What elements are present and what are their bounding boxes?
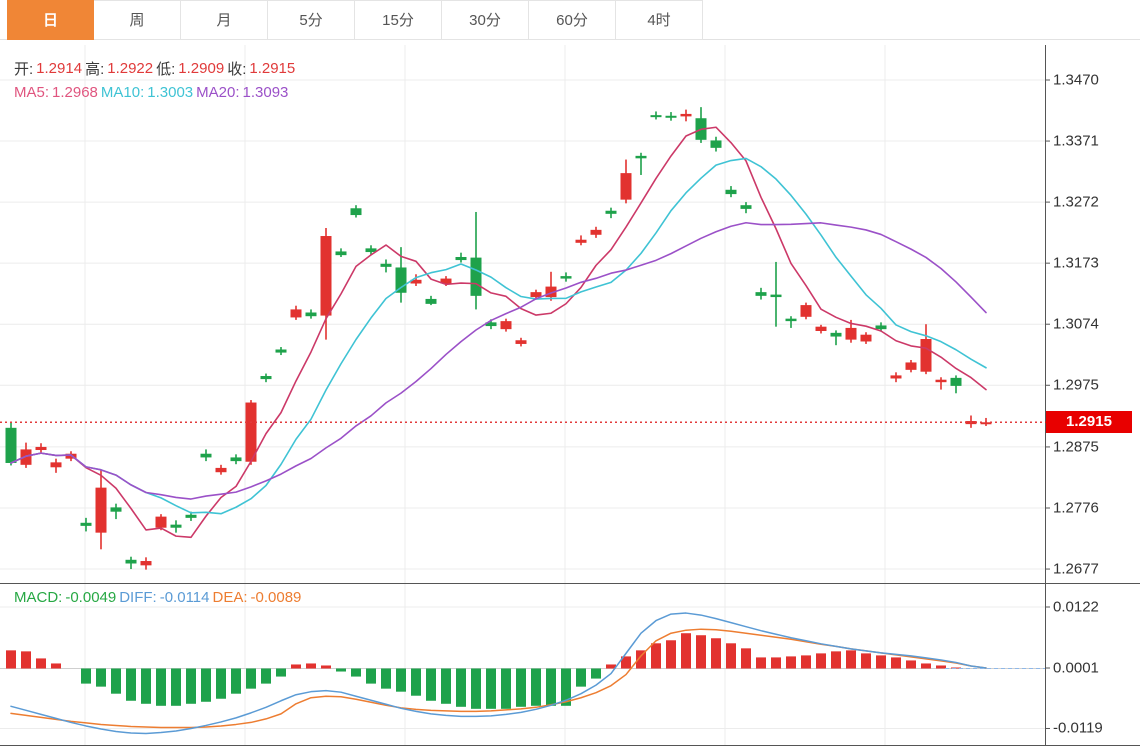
macd-label: MACD: bbox=[14, 589, 63, 606]
close-label: 收: bbox=[227, 61, 247, 78]
tab-30min[interactable]: 30分 bbox=[442, 0, 529, 40]
ma20-value: 1.3093 bbox=[242, 84, 289, 101]
ma20-label: MA20: bbox=[196, 84, 240, 101]
price-axis-label: -0.0119 bbox=[1053, 719, 1103, 737]
open-label: 开: bbox=[14, 61, 34, 78]
tab-month[interactable]: 月 bbox=[181, 0, 268, 40]
price-axis-label: 1.3074 bbox=[1053, 315, 1099, 333]
diff-label: DIFF: bbox=[119, 589, 157, 606]
low-label: 低: bbox=[156, 61, 176, 78]
macd-header: MACD: -0.0049 DIFF: -0.0114 DEA: -0.0089 bbox=[14, 589, 304, 606]
diff-value: -0.0114 bbox=[159, 589, 210, 606]
interval-tab-bar: 日周月 5分 15分 30分 60分 4时 bbox=[0, 0, 1140, 40]
ma5-value: 1.2968 bbox=[52, 84, 98, 101]
ma5-label: MA5: bbox=[14, 84, 50, 101]
tab-day[interactable]: 日 bbox=[7, 0, 94, 40]
price-axis-label: 1.2677 bbox=[1053, 560, 1099, 578]
tab-60min[interactable]: 60分 bbox=[529, 0, 616, 40]
price-axis-label: 1.3173 bbox=[1053, 254, 1099, 272]
dea-label: DEA: bbox=[212, 589, 248, 606]
dea-value: -0.0089 bbox=[250, 589, 302, 606]
price-axis-label: 1.3272 bbox=[1053, 193, 1099, 211]
price-axis-label: 0.0001 bbox=[1053, 659, 1099, 677]
high-value: 1.2922 bbox=[107, 60, 154, 77]
price-axis-label: 1.3371 bbox=[1053, 132, 1099, 150]
price-axis-label: 1.2875 bbox=[1053, 438, 1099, 456]
open-value: 1.2914 bbox=[36, 60, 83, 77]
tab-15min[interactable]: 15分 bbox=[355, 0, 442, 40]
price-axis-label: 1.3470 bbox=[1053, 71, 1099, 89]
ohlc-header: 开: 1.2914 高: 1.2922 低: 1.2909 收: 1.2915 bbox=[14, 58, 298, 79]
price-axis-label: 1.2975 bbox=[1053, 376, 1099, 394]
tab-4hour[interactable]: 4时 bbox=[616, 0, 703, 40]
ma10-label: MA10: bbox=[100, 84, 145, 101]
low-value: 1.2909 bbox=[178, 60, 225, 77]
macd-value: -0.0049 bbox=[65, 589, 117, 606]
high-label: 高: bbox=[85, 61, 105, 78]
price-axis-label: 0.0122 bbox=[1053, 598, 1099, 616]
tab-week[interactable]: 周 bbox=[94, 0, 181, 40]
close-value: 1.2915 bbox=[249, 60, 296, 77]
ma10-value: 1.3003 bbox=[147, 84, 194, 101]
tab-5min[interactable]: 5分 bbox=[268, 0, 355, 40]
current-price-badge: 1.2915 bbox=[1046, 411, 1132, 434]
price-axis-label: 1.2776 bbox=[1053, 499, 1099, 517]
ma-header: MA5: 1.2968 MA10: 1.3003 MA20: 1.3093 bbox=[14, 84, 291, 101]
